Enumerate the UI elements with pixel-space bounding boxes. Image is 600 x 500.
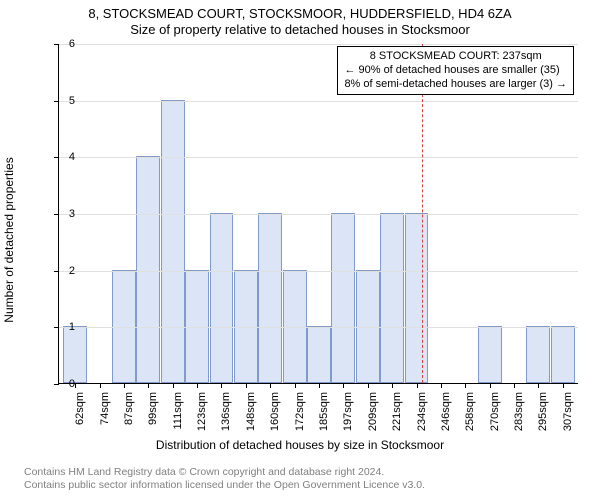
xtick-label: 221sqm	[391, 392, 403, 452]
xtick-label: 123sqm	[196, 392, 208, 452]
bar	[283, 270, 307, 383]
bar	[380, 213, 404, 383]
bar	[307, 326, 331, 383]
bar	[210, 213, 234, 383]
bar	[185, 270, 209, 383]
ytick-label: 0	[45, 378, 75, 390]
xtick-label: 87sqm	[123, 392, 135, 452]
annotation-line3: 8% of semi-detached houses are larger (3…	[344, 78, 567, 92]
credits: Contains HM Land Registry data © Crown c…	[24, 466, 425, 492]
xtick-label: 74sqm	[99, 392, 111, 452]
ytick-label: 5	[45, 95, 75, 107]
title-line1: 8, STOCKSMEAD COURT, STOCKSMOOR, HUDDERS…	[0, 6, 600, 21]
ytick-label: 6	[45, 38, 75, 50]
bar	[356, 270, 380, 383]
xtick-label: 197sqm	[342, 392, 354, 452]
bar	[478, 326, 502, 383]
credits-line2: Contains public sector information licen…	[24, 479, 425, 492]
chart-plot-area: 8 STOCKSMEAD COURT: 237sqm← 90% of detac…	[58, 44, 578, 384]
credits-line1: Contains HM Land Registry data © Crown c…	[24, 466, 425, 479]
bar	[234, 270, 258, 383]
y-axis-label: Number of detached properties	[2, 75, 16, 240]
bar	[405, 213, 429, 383]
xtick-label: 209sqm	[367, 392, 379, 452]
xtick-label: 246sqm	[440, 392, 452, 452]
bar	[112, 270, 136, 383]
bar	[526, 326, 550, 383]
xtick-label: 283sqm	[513, 392, 525, 452]
xtick-label: 172sqm	[294, 392, 306, 452]
ytick-label: 2	[45, 265, 75, 277]
annotation-box: 8 STOCKSMEAD COURT: 237sqm← 90% of detac…	[337, 46, 574, 95]
xtick-label: 148sqm	[245, 392, 257, 452]
xtick-label: 185sqm	[318, 392, 330, 452]
title-line2: Size of property relative to detached ho…	[0, 22, 600, 37]
xtick-label: 111sqm	[172, 392, 184, 452]
xtick-label: 160sqm	[269, 392, 281, 452]
annotation-line1: 8 STOCKSMEAD COURT: 237sqm	[344, 50, 567, 64]
xtick-label: 136sqm	[220, 392, 232, 452]
bar	[258, 213, 282, 383]
ytick-label: 4	[45, 151, 75, 163]
xtick-label: 307sqm	[562, 392, 574, 452]
ytick-label: 1	[45, 321, 75, 333]
ytick-label: 3	[45, 208, 75, 220]
xtick-label: 99sqm	[147, 392, 159, 452]
bar	[63, 326, 87, 383]
bar	[551, 326, 575, 383]
xtick-label: 62sqm	[74, 392, 86, 452]
bar	[331, 213, 355, 383]
annotation-line2: ← 90% of detached houses are smaller (35…	[344, 64, 567, 78]
xtick-label: 270sqm	[489, 392, 501, 452]
xtick-label: 295sqm	[537, 392, 549, 452]
bar	[161, 100, 185, 383]
xtick-label: 234sqm	[416, 392, 428, 452]
xtick-label: 258sqm	[464, 392, 476, 452]
